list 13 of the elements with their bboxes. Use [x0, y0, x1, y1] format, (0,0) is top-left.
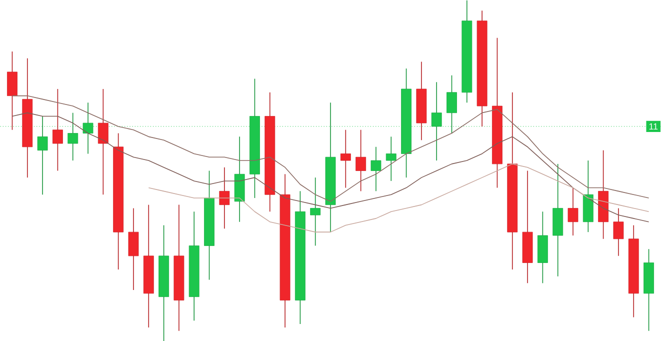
candlestick [128, 208, 139, 290]
candlestick [370, 146, 382, 192]
candlestick [568, 187, 578, 236]
candlestick [7, 50, 18, 130]
annotation: 11 [649, 123, 658, 130]
candlestick [340, 129, 351, 188]
candlestick [219, 166, 230, 229]
candlestick [613, 208, 624, 256]
candlestick [310, 176, 321, 246]
candlestick [356, 129, 366, 192]
candlestick [52, 88, 63, 171]
candlestick [98, 88, 108, 195]
candlestick [386, 136, 396, 182]
